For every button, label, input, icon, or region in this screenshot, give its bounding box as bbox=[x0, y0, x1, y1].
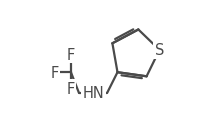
Text: F: F bbox=[67, 81, 75, 96]
Text: HN: HN bbox=[83, 85, 105, 100]
Text: F: F bbox=[67, 47, 75, 62]
Text: F: F bbox=[51, 65, 59, 80]
Text: S: S bbox=[155, 43, 164, 58]
